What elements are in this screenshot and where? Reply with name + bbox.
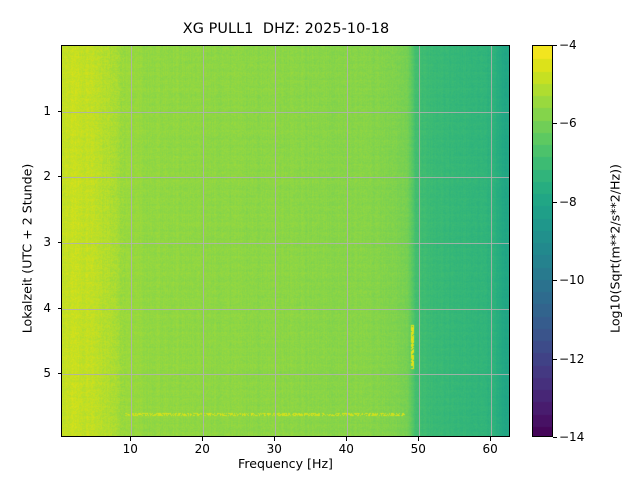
y-tick-label: 1 [43,103,51,118]
y-tick-label: 5 [43,366,51,381]
x-tick-label: 20 [194,442,210,456]
spectrogram-image [62,46,509,436]
colorbar-tick-mark [553,280,557,281]
x-tick-mark [202,437,203,441]
x-tick-label: 50 [410,442,426,456]
colorbar-tick-label: −8 [559,194,577,209]
y-tick-label: 4 [43,300,51,315]
y-axis-label: Lokalzeit (UTC + 2 Stunde) [19,163,35,334]
colorbar [532,45,553,437]
y-tick-mark [57,242,61,243]
colorbar-tick-label: −6 [559,116,577,131]
x-tick-label: 60 [482,442,498,456]
colorbar-tick-label: −12 [559,351,585,366]
spectrogram-plot-area[interactable] [61,45,510,437]
x-tick-mark [346,437,347,441]
y-tick-mark [57,373,61,374]
colorbar-label: Log10(Sqrt(m**2/s**2/Hz)) [607,164,623,333]
colorbar-tick-mark [553,202,557,203]
y-tick-label: 3 [43,234,51,249]
y-tick-mark [57,176,61,177]
x-tick-label: 10 [122,442,138,456]
y-tick-mark [57,308,61,309]
y-tick-mark [57,111,61,112]
x-tick-mark [130,437,131,441]
x-tick-label: 40 [338,442,354,456]
colorbar-tick-mark [553,45,557,46]
colorbar-tick-mark [553,359,557,360]
colorbar-tick-label: −14 [559,430,585,444]
x-tick-mark [274,437,275,441]
colorbar-tick-label: −10 [559,273,585,288]
x-tick-mark [490,437,491,441]
x-tick-label: 30 [266,442,282,456]
page-title: XG PULL1 DHZ: 2025-10-18 [182,21,390,37]
x-tick-mark [418,437,419,441]
colorbar-tick-mark [553,123,557,124]
x-axis-label: Frequency [Hz] [238,456,333,471]
colorbar-gradient [533,46,552,436]
y-tick-label: 2 [43,169,51,184]
colorbar-tick-mark [553,437,557,438]
colorbar-tick-label: −4 [559,38,577,52]
